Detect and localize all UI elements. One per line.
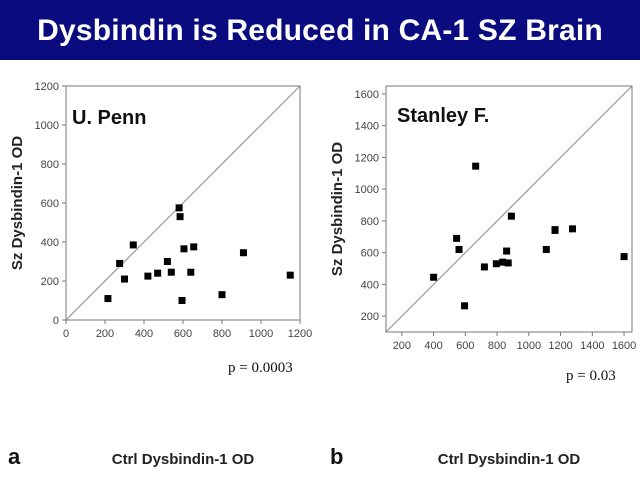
y-tick-label: 600 [361,248,379,260]
data-point [167,268,175,276]
x-tick-label: 1000 [249,328,273,340]
panel-title: U. Penn [72,107,146,129]
y-tick-label: 1000 [35,120,59,132]
data-point [430,273,438,281]
x-tick-label: 0 [63,328,69,340]
title-banner [0,0,640,60]
data-point [453,234,461,242]
x-tick-label: 1600 [612,340,636,352]
x-tick-label: 1400 [580,340,604,352]
x-tick-label: 800 [488,340,506,352]
data-point [218,291,226,299]
data-point [176,213,184,221]
y-tick-label: 800 [361,216,379,228]
x-axis-title: Ctrl Dysbindin-1 OD [438,451,581,468]
data-point [154,269,162,277]
x-axis-title: Ctrl Dysbindin-1 OD [112,451,255,468]
data-point [175,204,183,212]
data-point [144,272,152,280]
p-value-annotation: p = 0.03 [566,368,616,384]
data-point [116,259,124,267]
data-point [499,258,507,266]
x-tick-label: 200 [96,328,114,340]
x-tick-label: 600 [456,340,474,352]
data-point [461,302,469,310]
y-tick-label: 400 [361,279,379,291]
data-point [104,295,112,303]
identity-line [65,85,301,321]
data-point [190,243,198,251]
y-tick-label: 200 [41,276,59,288]
panel-b: 200 400 600 800 1000 1200 1400 1600 200 400 600 800… [329,85,636,469]
x-tick-label: 800 [213,328,231,340]
data-point [163,258,171,265]
y-tick-label: 1200 [355,152,379,164]
plot-frame [385,85,633,333]
x-tick-label: 1200 [548,340,572,352]
x-tick-label: 400 [135,328,153,340]
panel-letter: b [330,444,343,469]
panel-a: 0 200 400 600 800 1000 1200 0 200 400 600 800 1000 12… [8,81,312,469]
slide-title: Dysbindin is Reduced in CA-1 SZ Brain [37,14,603,47]
data-point [503,247,511,255]
y-tick-label: 1600 [355,89,379,101]
panel-title: Stanley F. [397,105,489,127]
data-point [121,275,128,283]
y-tick-label: 1400 [355,121,379,133]
data-point [542,245,550,253]
y-tick-label: 1200 [35,81,59,93]
x-tick-label: 400 [424,340,442,352]
data-point [455,245,463,253]
data-point [480,263,488,271]
panel-letter: a [8,444,21,469]
data-point [507,212,515,220]
y-axis-title: Sz Dysbindin-1 OD [329,142,346,276]
x-tick-label: 1000 [517,340,541,352]
x-tick-label: 600 [174,328,192,340]
data-point [551,226,559,234]
y-tick-label: 400 [41,237,59,249]
data-point [620,253,628,261]
identity-line [385,85,633,333]
y-tick-label: 0 [53,315,59,327]
data-point [492,260,500,268]
data-point [180,245,188,253]
data-point [239,249,247,257]
y-tick-label: 1000 [355,184,379,196]
x-tick-label: 200 [393,340,411,352]
data-point [129,241,137,249]
data-point [187,268,195,276]
data-point [568,225,576,233]
scatter-figure: 0 200 400 600 800 1000 1200 0 200 400 600 800 1000 12… [8,81,636,469]
y-tick-label: 200 [361,311,379,323]
y-tick-label: 800 [41,159,59,171]
y-tick-label: 600 [41,198,59,210]
data-point [504,259,512,267]
data-point [286,271,294,279]
y-axis-title: Sz Dysbindin-1 OD [9,136,26,270]
x-tick-label: 1200 [288,328,312,340]
p-value-annotation: p = 0.0003 [228,360,293,376]
data-point [472,162,480,170]
data-point [178,297,186,304]
